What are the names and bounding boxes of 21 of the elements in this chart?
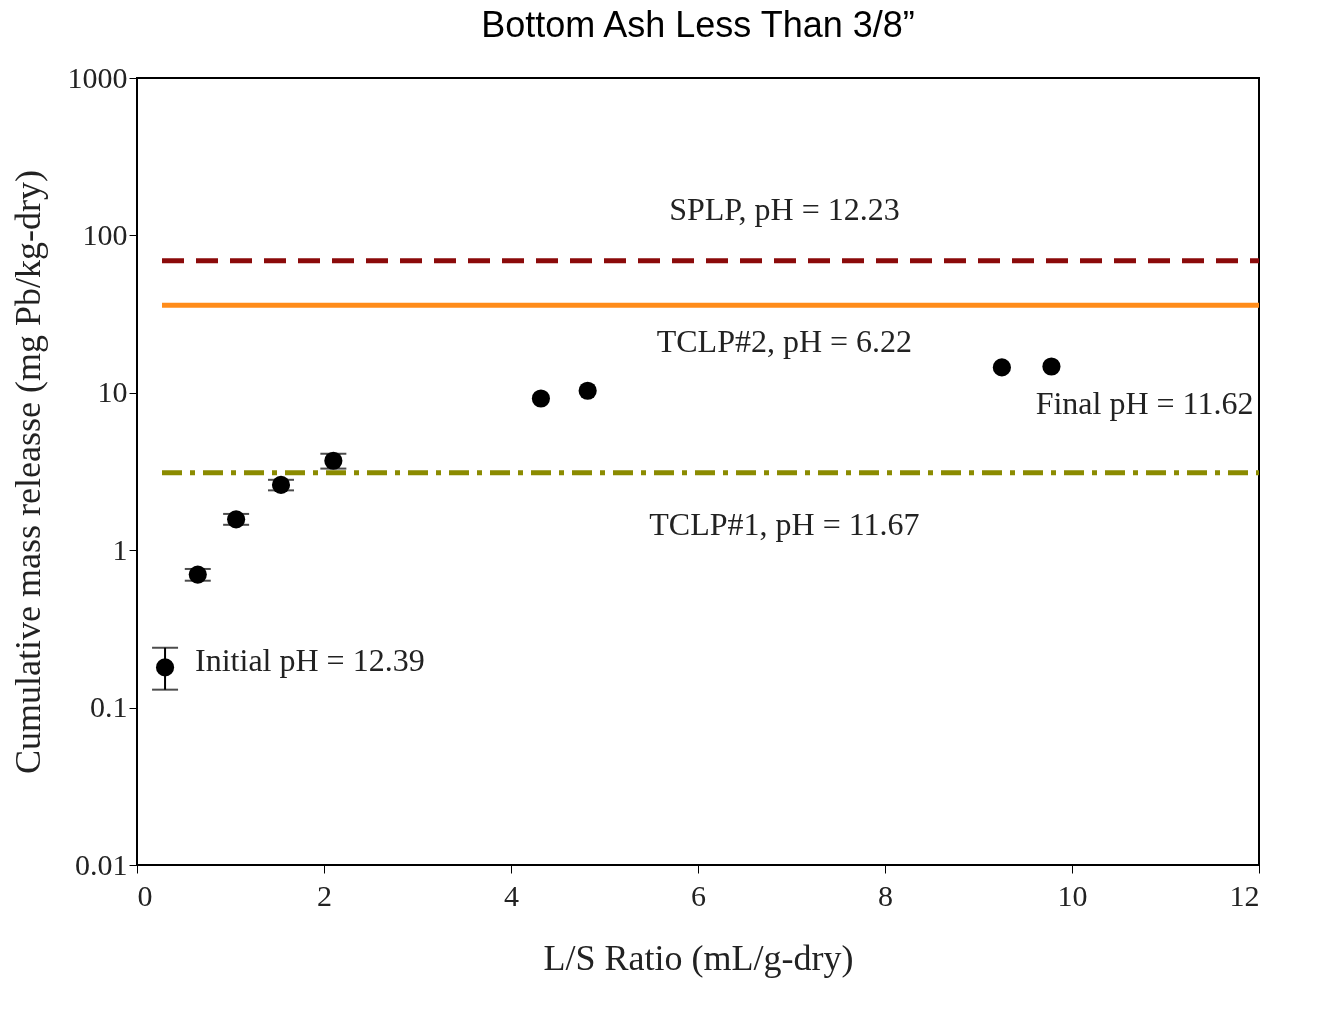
y-tick-label: 1000: [67, 60, 128, 94]
annotation: Final pH = 11.62: [1035, 385, 1254, 422]
y-tick-label: 1: [112, 532, 128, 566]
annotation: SPLP, pH = 12.23: [669, 191, 900, 228]
x-tick-label: 8: [878, 878, 893, 912]
x-axis-title: L/S Ratio (mL/g-dry): [543, 937, 854, 978]
x-tick-label: 12: [1229, 878, 1260, 912]
annotation: TCLP#2, pH = 6.22: [656, 322, 913, 359]
y-tick-label: 0.01: [75, 847, 128, 881]
x-tick-label: 4: [504, 878, 519, 912]
x-tick-label: 10: [1057, 878, 1088, 912]
x-tick-label: 2: [317, 878, 332, 912]
annotation: TCLP#1, pH = 11.67: [649, 506, 920, 543]
y-tick-label: 10: [97, 375, 128, 409]
y-axis-title: Cumulative mass releasse (mg Pb/kg-dry): [7, 170, 48, 774]
chart-title: Bottom Ash Less Than 3/8”: [481, 4, 915, 45]
x-tick-label: 6: [691, 878, 706, 912]
x-tick-label: 0: [137, 878, 153, 912]
y-tick-label: 0.1: [90, 690, 128, 724]
y-tick-label: 100: [82, 217, 128, 251]
annotation: Initial pH = 12.39: [195, 642, 425, 679]
